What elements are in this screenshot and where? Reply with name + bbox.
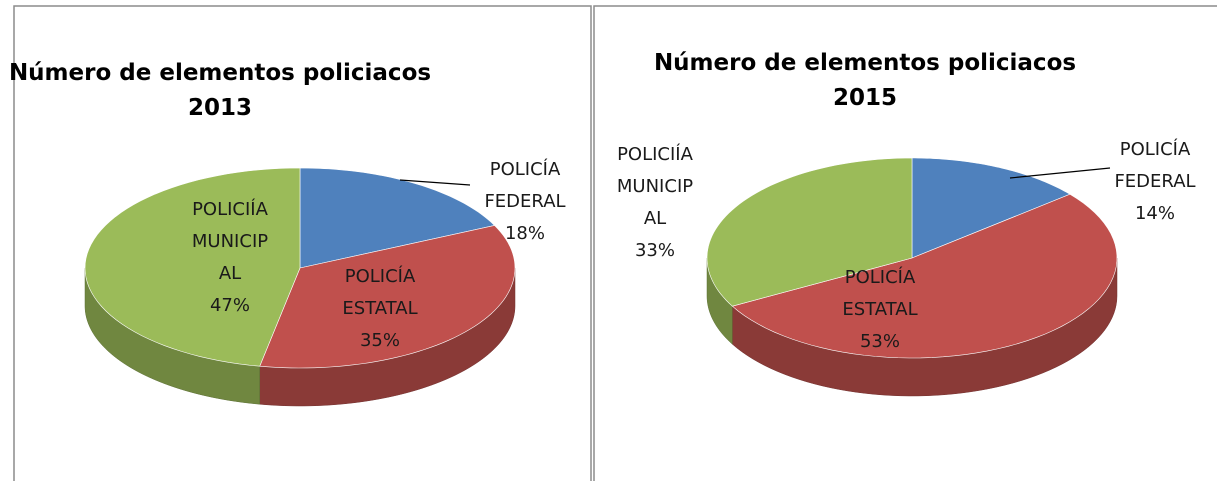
value-label: 35% xyxy=(360,330,400,351)
title-line: 2015 xyxy=(833,85,897,111)
label-line: POLICÍA xyxy=(345,265,416,287)
label-line: POLICÍA xyxy=(845,266,916,288)
pie-slice xyxy=(299,167,496,269)
label-line: MUNICIP xyxy=(617,176,693,197)
label-line: POLICIÍA xyxy=(617,143,694,165)
label-line: POLICÍA xyxy=(490,158,561,180)
chart-title: Número de elementos policiacos 2013 xyxy=(9,60,431,121)
value-label: 18% xyxy=(505,223,545,244)
chart-title: Número de elementos policiacos 2015 xyxy=(654,50,1076,111)
title-line: 2013 xyxy=(188,95,252,121)
value-label: 33% xyxy=(635,240,675,261)
label-line: ESTATAL xyxy=(342,298,417,319)
label-line: POLICIÍA xyxy=(192,198,269,220)
pie-slice xyxy=(911,157,1071,259)
slice-label: POLICIÍA MUNICIP AL xyxy=(617,143,694,229)
label-line: AL xyxy=(219,263,241,284)
title-line: Número de elementos policiacos xyxy=(9,60,431,86)
slice-label: POLICÍA FEDERAL xyxy=(1114,138,1195,192)
pie-slice xyxy=(731,193,1118,359)
pie-tops xyxy=(84,167,516,369)
label-line: ESTATAL xyxy=(842,299,917,320)
leader-line xyxy=(399,179,471,186)
value-label: 53% xyxy=(860,331,900,352)
pie-slice xyxy=(84,167,301,367)
pie-slice xyxy=(706,157,913,307)
value-label: 14% xyxy=(1135,203,1175,224)
slice-label: POLICÍA FEDERAL xyxy=(484,158,565,212)
pie-slice xyxy=(259,225,516,369)
label-line: AL xyxy=(644,208,666,229)
label-line: MUNICIP xyxy=(192,231,268,252)
label-line: FEDERAL xyxy=(1114,171,1195,192)
label-line: POLICÍA xyxy=(1120,138,1191,160)
leader-line xyxy=(1009,167,1111,179)
pie-tops xyxy=(706,157,1118,359)
slice-label: POLICÍA ESTATAL xyxy=(342,265,417,319)
panel-frame xyxy=(13,5,592,481)
label-line: FEDERAL xyxy=(484,191,565,212)
slice-label: POLICIÍA MUNICIP AL xyxy=(192,198,269,284)
panel-frame xyxy=(593,5,1217,481)
value-label: 47% xyxy=(210,295,250,316)
title-line: Número de elementos policiacos xyxy=(654,50,1076,76)
slice-label: POLICÍA ESTATAL xyxy=(842,266,917,320)
